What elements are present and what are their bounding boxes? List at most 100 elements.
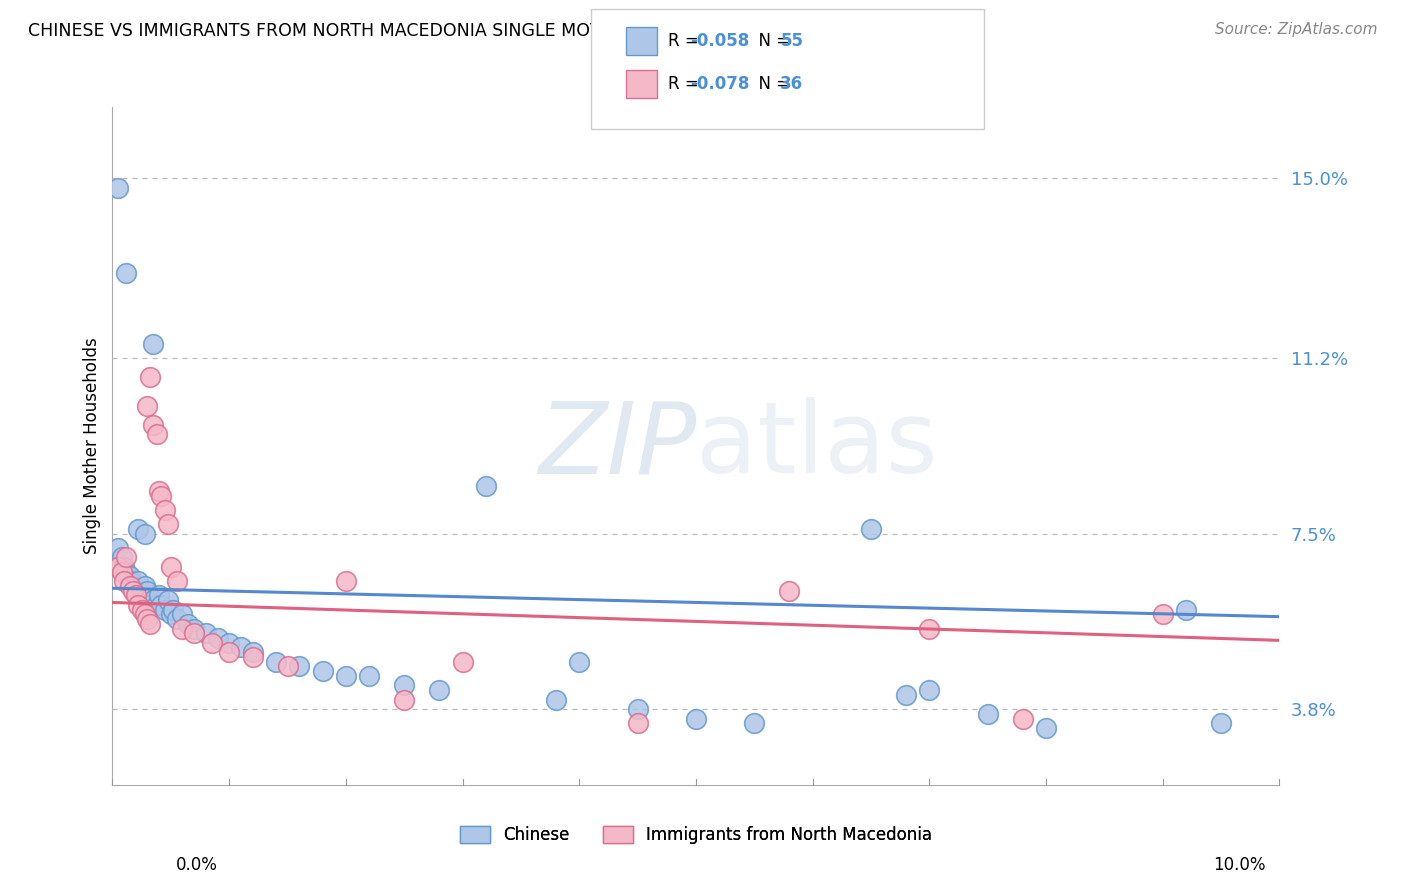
Text: -0.078: -0.078 [690,75,749,93]
Point [131,588,153,602]
Point [1211,716,1233,731]
Point [127,598,149,612]
Point [131,602,153,616]
Point [166,612,188,626]
Point [218,645,240,659]
Point [136,399,159,413]
Text: atlas: atlas [696,398,938,494]
Point [148,588,170,602]
Point [1011,712,1033,726]
Legend: Chinese, Immigrants from North Macedonia: Chinese, Immigrants from North Macedonia [460,826,932,845]
Point [122,583,145,598]
Point [475,479,498,493]
Point [160,607,183,622]
Point [115,550,138,565]
Point [134,579,156,593]
Point [139,370,162,384]
Point [394,692,416,706]
Point [1175,602,1198,616]
Point [627,716,650,731]
Point [142,337,165,351]
Point [150,598,173,612]
Point [335,669,357,683]
Text: 10.0%: 10.0% [1213,856,1265,874]
Point [118,574,141,588]
Point [139,616,162,631]
Text: 36: 36 [780,75,803,93]
Point [335,574,357,588]
Point [111,565,134,579]
Point [229,640,252,655]
Text: 55: 55 [780,32,803,50]
Point [177,616,200,631]
Point [157,517,180,532]
Point [201,636,224,650]
Point [125,588,148,602]
Point [544,692,567,706]
Point [112,560,135,574]
Point [394,678,416,692]
Text: R =: R = [668,32,704,50]
Point [242,645,264,659]
Point [359,669,381,683]
Point [127,522,149,536]
Point [107,560,129,574]
Text: R =: R = [668,75,704,93]
Point [115,266,138,280]
Point [122,579,145,593]
Point [1152,607,1174,622]
Point [311,664,333,678]
Point [134,607,156,622]
Text: N =: N = [748,75,796,93]
Point [146,427,169,442]
Text: 0.0%: 0.0% [176,856,218,874]
Point [860,522,883,536]
Point [194,626,217,640]
Point [153,602,176,616]
Point [142,593,165,607]
Point [172,622,194,636]
Point [288,659,311,673]
Point [136,583,159,598]
Point [112,574,135,588]
Point [451,655,474,669]
Point [1035,721,1057,735]
Point [146,598,169,612]
Point [115,565,138,579]
Point [127,574,149,588]
Point [685,712,707,726]
Point [427,683,450,698]
Y-axis label: Single Mother Households: Single Mother Households [83,338,101,554]
Point [160,560,183,574]
Point [107,541,129,555]
Point [139,598,162,612]
Point [142,417,165,432]
Point [778,583,800,598]
Point [568,655,591,669]
Point [172,607,194,622]
Text: CHINESE VS IMMIGRANTS FROM NORTH MACEDONIA SINGLE MOTHER HOUSEHOLDS CORRELATION : CHINESE VS IMMIGRANTS FROM NORTH MACEDON… [28,22,959,40]
Point [207,631,229,645]
Point [148,483,170,498]
Point [153,503,176,517]
Point [166,574,188,588]
Point [627,702,650,716]
Point [118,569,141,583]
Point [111,550,134,565]
Point [157,593,180,607]
Point [744,716,766,731]
Point [918,683,941,698]
Text: ZIP: ZIP [537,398,696,494]
Point [918,622,941,636]
Point [242,650,264,665]
Point [136,612,159,626]
Point [118,579,141,593]
Point [894,688,917,702]
Text: N =: N = [748,32,796,50]
Point [150,489,173,503]
Point [162,602,184,616]
Point [134,526,156,541]
Text: Source: ZipAtlas.com: Source: ZipAtlas.com [1215,22,1378,37]
Point [125,583,148,598]
Text: -0.058: -0.058 [690,32,749,50]
